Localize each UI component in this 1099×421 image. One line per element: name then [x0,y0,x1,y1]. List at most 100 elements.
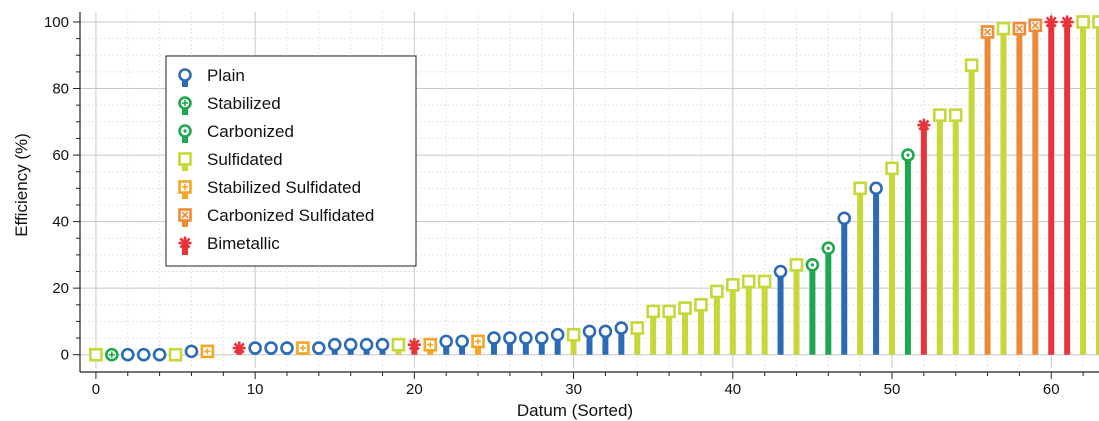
marker-plain [184,344,199,359]
x-tick-label: 30 [565,381,582,398]
x-tick-label: 60 [1043,381,1060,398]
marker-plain-shape [598,324,613,339]
marker-carbonized-sulfidated [1028,18,1043,33]
marker-sulfidated-shape [964,58,979,73]
marker-plain [582,324,597,339]
marker-plain-shape [184,344,199,359]
legend-label-stabilized-sulfidated: Stabilized Sulfidated [207,178,361,197]
bar-sulfidated [936,115,943,355]
marker-sulfidated-shape [391,337,406,352]
marker-sulfidated [1076,15,1090,29]
marker-sulfidated-shape [662,304,676,319]
legend-label-carbonized-sulfidated: Carbonized Sulfidated [207,206,374,225]
marker-plain-shape [136,347,151,362]
marker-sulfidated-shape [694,297,708,312]
marker-sulfidated [678,301,692,315]
bar-bimetallic [920,125,927,355]
legend-stem-stabilized-sulfidated [182,189,188,199]
marker-plain-shape [503,331,517,345]
marker-sulfidated [1092,15,1099,29]
marker-plain [375,337,390,352]
marker-sulfidated-shape [996,21,1011,36]
x-tick-label: 0 [92,381,100,398]
marker-carbonized [805,258,820,272]
marker-sulfidated [89,347,103,362]
marker-bimetallic [1060,15,1074,29]
y-axis-title: Efficiency (%) [12,133,31,237]
marker-plain [550,327,565,342]
marker-bimetallic-ray [233,342,245,354]
marker-plain [327,337,342,352]
marker-plain [455,334,469,349]
markers-layer [89,15,1099,362]
bar-sulfidated [666,311,673,355]
marker-bimetallic [1044,15,1058,29]
marker-plain-shape [487,331,501,345]
marker-sulfidated [646,304,660,319]
bar-carbonized [809,264,816,355]
legend-stem-carbonized [182,133,188,143]
bar-sulfidated [857,188,864,355]
bar-sulfidated [634,328,641,355]
marker-plain-shape [550,327,565,342]
y-tick-label: 80 [52,81,69,98]
legend-label-stabilized: Stabilized [207,94,281,113]
y-tick-label: 0 [61,347,69,364]
marker-sulfidated-shape [566,327,581,342]
legend-marker-sulfidated [178,152,192,166]
legend-stem-stabilized [182,105,188,115]
marker-sulfidated-shape [725,278,740,292]
legend-marker-bimetallic-ray [179,237,191,249]
marker-bimetallic-ray [918,119,930,131]
marker-stabilized-sulfidated [200,344,215,359]
marker-bimetallic-ray [1045,16,1057,28]
y-tick-label: 40 [52,214,69,231]
legend: Plain Stabilized Carbonized Sulfidated Stabi… [165,55,417,267]
marker-stabilized-sulfidated [296,341,310,355]
marker-sulfidated [853,181,867,196]
marker-sulfidated [662,304,676,319]
marker-sulfidated [789,258,804,272]
marker-plain-shape [869,181,883,196]
bar-carbonized [825,248,832,355]
marker-sulfidated-shape [646,304,660,319]
marker-sulfidated [948,108,963,122]
bar-carbonized-sulfidated [984,31,991,355]
marker-bimetallic-ray [408,339,420,351]
legend-box [165,55,417,267]
marker-sulfidated-shape [885,161,899,176]
marker-plain [519,331,533,345]
legend-marker-sulfidated-shape [178,152,192,166]
marker-plain [248,341,262,355]
legend-stem-carbonized-sulfidated [182,217,188,227]
marker-bimetallic [232,341,246,355]
marker-sulfidated-shape [757,274,772,289]
marker-plain-shape [375,337,390,352]
legend-marker-carbonized-sulfidated [178,208,192,222]
marker-carbonized-sulfidated [1012,21,1027,36]
bar-sulfidated [570,334,577,355]
marker-plain [773,264,788,279]
marker-plain [152,347,167,362]
marker-carbonized-dot [810,263,815,267]
bar-sulfidated [697,304,704,355]
bar-plain [538,338,545,355]
marker-plain [837,211,852,226]
marker-sulfidated-shape [1092,15,1099,29]
bar-plain [873,188,880,355]
bar-carbonized [904,155,911,355]
legend-label-carbonized: Carbonized [207,122,294,141]
bar-plain [490,338,497,355]
bar-plain [777,271,784,355]
marker-sulfidated-shape [789,258,804,272]
marker-sulfidated-shape [678,301,692,315]
marker-sulfidated-shape [932,108,947,122]
legend-marker-carbonized-sulfidated-x-b [181,211,189,219]
legend-stem-bimetallic [182,245,188,255]
legend-marker-plain-shape [178,68,192,82]
axes: 0 20 40 60 80 100 0 10 20 30 40 50 60 [44,12,1099,398]
x-tick-label: 40 [724,381,741,398]
marker-bimetallic [407,338,421,352]
bar-sulfidated [952,115,959,355]
bar-carbonized-sulfidated [1032,25,1039,355]
